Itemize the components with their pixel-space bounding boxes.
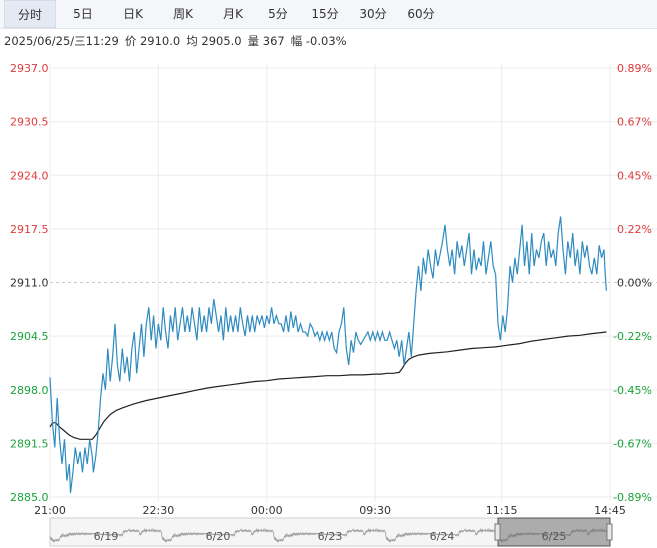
y-tick-label-right: 0.89% [617, 62, 652, 75]
y-tick-label-left: 2917.5 [10, 223, 49, 236]
quote-datetime: 2025/06/25/三11:29 [4, 34, 119, 48]
quote-change: 幅 -0.03% [290, 34, 347, 48]
quote-info-line: 2025/06/25/三11:29 价 2910.0 均 2905.0 量 367 幅 … [4, 33, 353, 49]
y-tick-label-left: 2930.5 [10, 116, 49, 129]
y-tick-label-left: 2891.5 [10, 437, 49, 450]
tab-monthly-k[interactable]: 月K [223, 7, 243, 21]
tab-5min[interactable]: 5分 [268, 7, 288, 21]
quote-average: 均 2905.0 [186, 34, 242, 48]
quote-volume: 量 367 [247, 34, 285, 48]
x-tick-label: 11:15 [486, 504, 518, 517]
x-tick-label: 21:00 [34, 504, 66, 517]
y-tick-label-left: 2885.0 [10, 491, 49, 504]
time-navigator[interactable]: 6/19 6/20 6/23 6/24 6/25 [49, 517, 613, 547]
y-tick-label-left: 2911.0 [10, 277, 49, 290]
y-axis-left: 2937.0 2930.5 2924.0 2917.5 2911.0 2904.5 2898… [10, 62, 49, 504]
y-tick-label-left: 2898.0 [10, 384, 49, 397]
navigator-window [497, 517, 611, 547]
navigator-date-label: 6/23 [318, 530, 343, 543]
average-price-line [49, 331, 607, 440]
tab-60min[interactable]: 60分 [407, 7, 435, 21]
period-tab-bar: 分时 5日 日K 周K 月K 5分 15分 30分 60分 [0, 0, 657, 29]
y-axis-right: 0.89% 0.67% 0.45% 0.22% 0.00% -0.22% -0.45% -0.… [613, 62, 652, 504]
y-tick-label-left: 2904.5 [10, 330, 49, 343]
quote-price: 价 2910.0 [124, 34, 181, 48]
x-tick-label: 09:30 [359, 504, 391, 517]
price-line [49, 216, 607, 493]
navigator-handle-right [606, 523, 613, 541]
navigator-date-label: 6/20 [206, 530, 231, 543]
y-tick-label-right: 0.00% [617, 277, 652, 290]
navigator-handle-left [494, 523, 501, 541]
navigator-date-label: 6/24 [430, 530, 455, 543]
x-axis: 21:00 22:30 00:00 09:30 11:15 14:45 [34, 504, 626, 517]
y-tick-label-right: -0.89% [613, 491, 652, 504]
navigator-date-label: 6/25 [542, 530, 567, 543]
y-tick-label-right: -0.22% [613, 330, 652, 343]
y-tick-label-right: 0.67% [617, 116, 652, 129]
y-tick-label-left: 2924.0 [10, 169, 49, 182]
y-tick-label-right: -0.67% [613, 437, 652, 450]
tab-weekly-k[interactable]: 周K [173, 7, 193, 21]
tab-daily-k[interactable]: 日K [123, 7, 143, 21]
tab-5day[interactable]: 5日 [73, 7, 93, 21]
tab-intraday[interactable]: 分时 [4, 0, 56, 28]
y-tick-label-right: 0.22% [617, 223, 652, 236]
x-tick-label: 00:00 [251, 504, 283, 517]
tab-30min[interactable]: 30分 [359, 7, 387, 21]
y-tick-label-right: -0.45% [613, 384, 652, 397]
y-tick-label-right: 0.45% [617, 169, 652, 182]
x-tick-label: 22:30 [143, 504, 175, 517]
y-tick-label-left: 2937.0 [10, 62, 49, 75]
x-tick-label: 14:45 [594, 504, 626, 517]
tab-15min[interactable]: 15分 [311, 7, 339, 21]
navigator-date-label: 6/19 [94, 530, 119, 543]
chart-grid [49, 64, 657, 501]
